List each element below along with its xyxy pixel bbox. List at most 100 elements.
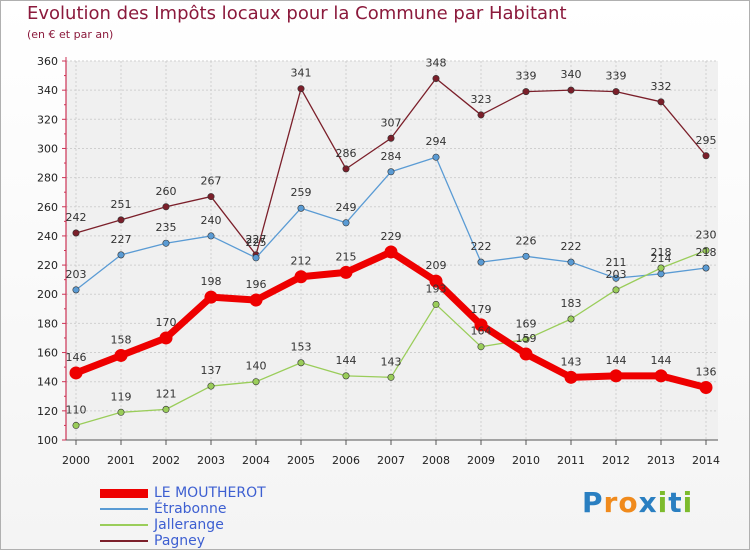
data-label: 339	[606, 70, 627, 83]
data-point	[429, 274, 443, 288]
data-point	[612, 274, 620, 282]
data-label: 323	[471, 93, 492, 106]
data-label: 229	[381, 230, 402, 243]
data-label: 225	[246, 236, 267, 249]
data-label: 227	[246, 233, 267, 246]
legend-label: Jallerange	[154, 517, 224, 533]
data-label: 339	[516, 70, 537, 83]
data-point	[612, 88, 620, 96]
data-label: 169	[516, 317, 537, 330]
data-point	[432, 300, 440, 308]
logo-letter: x	[638, 486, 658, 519]
data-label: 240	[201, 214, 222, 227]
data-label: 119	[111, 390, 132, 403]
data-point	[117, 408, 125, 416]
data-point	[114, 348, 128, 362]
data-label: 146	[66, 351, 87, 364]
data-label: 249	[336, 201, 357, 214]
legend-item: Pagney	[100, 533, 266, 549]
data-label: 259	[291, 186, 312, 199]
data-point	[477, 111, 485, 119]
y-tick-label: 320	[37, 113, 58, 126]
data-label: 215	[336, 250, 357, 263]
data-label: 222	[561, 240, 582, 253]
legend-item: Étrabonne	[100, 501, 266, 517]
legend-label: LE MOUTHEROT	[154, 485, 266, 501]
data-label: 144	[336, 354, 357, 367]
data-label: 230	[696, 229, 717, 242]
data-point	[432, 153, 440, 161]
data-point	[657, 98, 665, 106]
data-label: 341	[291, 67, 312, 80]
data-point	[252, 378, 260, 386]
data-point	[522, 252, 530, 260]
data-label: 340	[561, 68, 582, 81]
data-label: 218	[651, 246, 672, 259]
data-point	[207, 232, 215, 240]
data-point	[567, 315, 575, 323]
data-point	[342, 165, 350, 173]
data-point	[72, 229, 80, 237]
data-point	[339, 265, 353, 279]
data-point	[72, 421, 80, 429]
data-label: 137	[201, 364, 222, 377]
data-point	[567, 86, 575, 94]
data-label: 332	[651, 80, 672, 93]
data-point	[72, 286, 80, 294]
data-point	[159, 331, 173, 345]
data-label: 179	[471, 303, 492, 316]
data-point	[657, 270, 665, 278]
data-point	[297, 204, 305, 212]
data-point	[342, 219, 350, 227]
y-tick-label: 360	[37, 55, 58, 68]
data-label: 144	[651, 354, 672, 367]
y-tick-label: 200	[37, 288, 58, 301]
y-tick-label: 180	[37, 317, 58, 330]
x-tick-label: 2013	[647, 454, 675, 467]
data-point	[564, 370, 578, 384]
legend-label: Pagney	[154, 533, 206, 549]
legend-swatch	[100, 508, 148, 510]
x-tick-label: 2005	[287, 454, 315, 467]
data-label: 218	[696, 246, 717, 259]
x-tick-label: 2006	[332, 454, 360, 467]
logo-letter: i	[682, 486, 694, 519]
data-point	[657, 264, 665, 272]
y-tick-label: 260	[37, 201, 58, 214]
data-label: 284	[381, 150, 402, 163]
x-tick-label: 2009	[467, 454, 495, 467]
x-tick-label: 2012	[602, 454, 630, 467]
data-point	[342, 372, 350, 380]
data-label: 348	[426, 56, 447, 69]
data-label: 198	[201, 275, 222, 288]
data-point	[117, 251, 125, 259]
logo-letter: P	[582, 486, 604, 519]
proxiti-logo: Proxiti	[582, 486, 693, 519]
logo-letter: i	[657, 486, 669, 519]
data-point	[387, 134, 395, 142]
data-point	[702, 264, 710, 272]
data-label: 267	[201, 175, 222, 188]
data-label: 110	[66, 403, 87, 416]
data-point	[522, 88, 530, 96]
data-point	[702, 152, 710, 160]
data-label: 203	[66, 268, 87, 281]
data-point	[387, 168, 395, 176]
data-label: 242	[66, 211, 87, 224]
data-label: 209	[426, 259, 447, 272]
data-point	[612, 286, 620, 294]
data-label: 136	[696, 366, 717, 379]
data-point	[297, 85, 305, 93]
data-label: 183	[561, 297, 582, 310]
y-tick-label: 280	[37, 172, 58, 185]
data-label: 203	[606, 268, 627, 281]
data-point	[162, 239, 170, 247]
data-point	[207, 193, 215, 201]
data-label: 211	[606, 256, 627, 269]
data-point	[474, 318, 488, 332]
data-point	[117, 216, 125, 224]
y-tick-label: 300	[37, 142, 58, 155]
data-label: 251	[111, 198, 132, 211]
data-point	[297, 359, 305, 367]
